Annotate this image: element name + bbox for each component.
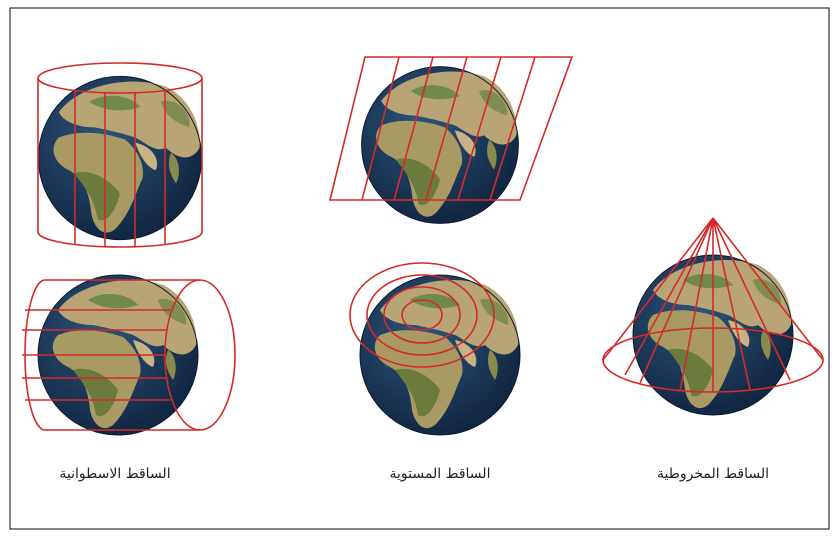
- planar-sheet-projection: [328, 56, 574, 224]
- transverse-cylindrical-projection: [22, 274, 236, 436]
- projection-label: الساقط المخروطية: [657, 466, 769, 482]
- projection-label: الساقط الاسطوانية: [59, 466, 170, 482]
- conical-projection: [602, 217, 824, 416]
- cylindrical-projection: [37, 62, 203, 248]
- planar-projection: [349, 262, 521, 436]
- projection-label: الساقط المستوية: [390, 466, 491, 482]
